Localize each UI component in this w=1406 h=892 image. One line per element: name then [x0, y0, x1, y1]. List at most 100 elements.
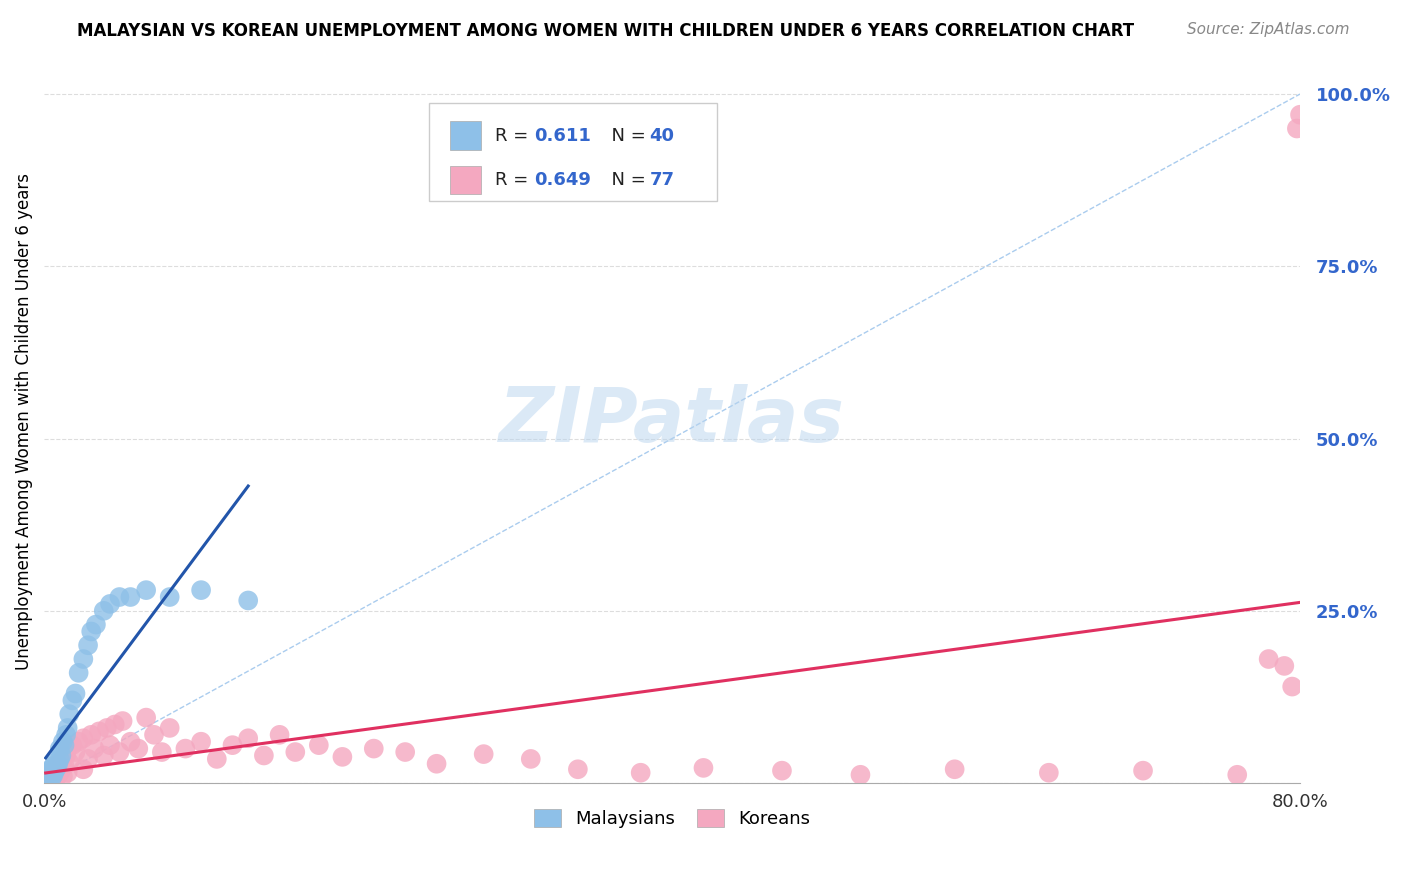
Point	[143, 728, 166, 742]
Point	[630, 765, 652, 780]
Point	[38, 765, 60, 780]
Point	[55, 728, 77, 742]
Point	[84, 617, 107, 632]
Text: 0.649: 0.649	[534, 171, 591, 189]
Point	[111, 714, 134, 728]
Point	[120, 735, 142, 749]
Point	[67, 665, 90, 680]
Point	[83, 741, 105, 756]
Point	[159, 590, 181, 604]
Point	[37, 769, 59, 783]
Point	[52, 769, 75, 783]
Point	[98, 738, 121, 752]
Point	[46, 756, 69, 771]
Point	[284, 745, 307, 759]
Text: MALAYSIAN VS KOREAN UNEMPLOYMENT AMONG WOMEN WITH CHILDREN UNDER 6 YEARS CORRELA: MALAYSIAN VS KOREAN UNEMPLOYMENT AMONG W…	[77, 22, 1135, 40]
Point	[120, 590, 142, 604]
Point	[77, 752, 100, 766]
Y-axis label: Unemployment Among Women with Children Under 6 years: Unemployment Among Women with Children U…	[15, 173, 32, 670]
Point	[44, 764, 66, 778]
Point	[49, 756, 72, 770]
Point	[238, 731, 260, 746]
Point	[65, 745, 87, 759]
Point	[174, 741, 197, 756]
Text: 77: 77	[650, 171, 675, 189]
Point	[41, 765, 63, 780]
Point	[55, 748, 77, 763]
Point	[363, 741, 385, 756]
Point	[72, 762, 94, 776]
Point	[56, 721, 79, 735]
Point	[332, 750, 354, 764]
Point	[1038, 765, 1060, 780]
Text: Source: ZipAtlas.com: Source: ZipAtlas.com	[1187, 22, 1350, 37]
Point	[308, 738, 330, 752]
Point	[108, 745, 131, 759]
Point	[41, 765, 63, 780]
Point	[135, 710, 157, 724]
Point	[51, 762, 73, 776]
Point	[42, 759, 65, 773]
Point	[38, 773, 60, 788]
Point	[150, 745, 173, 759]
Point	[190, 583, 212, 598]
Point	[77, 638, 100, 652]
Point	[34, 772, 56, 787]
Point	[53, 759, 76, 773]
Point	[34, 774, 56, 789]
Point	[37, 771, 59, 785]
Point	[943, 762, 966, 776]
Point	[42, 764, 65, 778]
Point	[567, 762, 589, 776]
Point	[38, 769, 60, 783]
Point	[190, 735, 212, 749]
Point	[135, 583, 157, 598]
Point	[72, 731, 94, 746]
Point	[221, 738, 243, 752]
Point	[67, 735, 90, 749]
Point	[56, 765, 79, 780]
Point	[520, 752, 543, 766]
Point	[51, 748, 73, 763]
Point	[1132, 764, 1154, 778]
Point	[58, 756, 80, 770]
Point	[42, 768, 65, 782]
Text: R =: R =	[495, 171, 534, 189]
Point	[1285, 121, 1308, 136]
Point	[1289, 108, 1312, 122]
Point	[93, 748, 115, 763]
Point	[42, 771, 65, 785]
Point	[44, 762, 66, 776]
Text: 40: 40	[650, 127, 675, 145]
Point	[472, 747, 495, 761]
Point	[39, 769, 62, 783]
Point	[80, 624, 103, 639]
Point	[87, 724, 110, 739]
Point	[38, 771, 60, 785]
Point	[41, 771, 63, 785]
Point	[205, 752, 228, 766]
Point	[45, 771, 67, 785]
Point	[58, 707, 80, 722]
Point	[39, 762, 62, 776]
Point	[52, 735, 75, 749]
Point	[52, 752, 75, 766]
Point	[60, 693, 83, 707]
Text: R =: R =	[495, 127, 534, 145]
Point	[38, 768, 60, 782]
Point	[49, 765, 72, 780]
Point	[37, 774, 59, 789]
Point	[41, 772, 63, 787]
Point	[127, 741, 149, 756]
Point	[65, 686, 87, 700]
Point	[1272, 659, 1295, 673]
Text: N =: N =	[600, 127, 652, 145]
Point	[159, 721, 181, 735]
Point	[104, 717, 127, 731]
Point	[108, 590, 131, 604]
Legend: Malaysians, Koreans: Malaysians, Koreans	[527, 802, 818, 836]
Point	[49, 752, 72, 766]
Point	[98, 597, 121, 611]
Point	[34, 772, 56, 787]
Point	[426, 756, 449, 771]
